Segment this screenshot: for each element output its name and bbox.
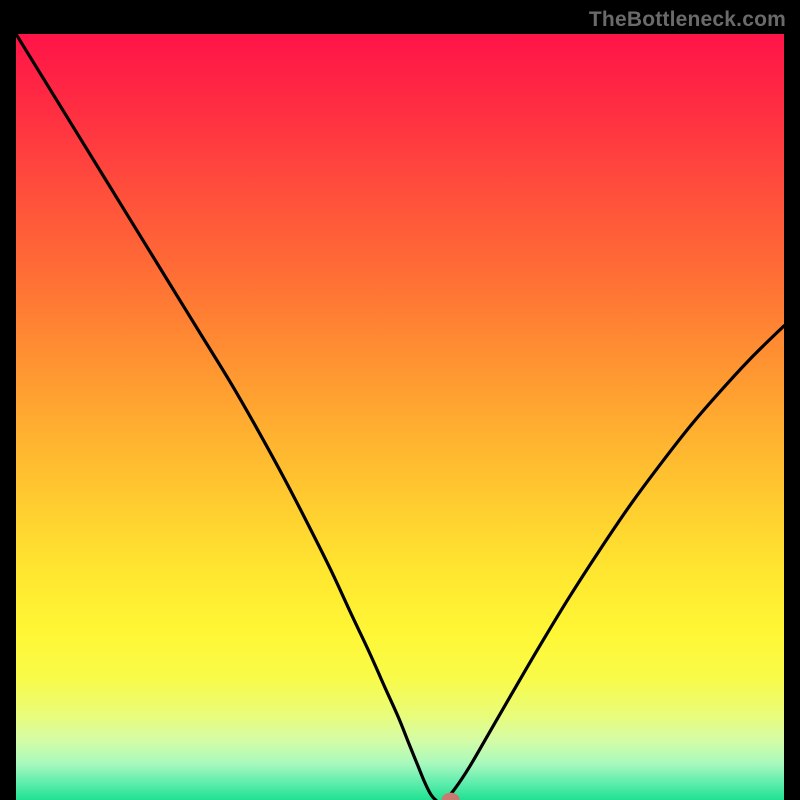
chart-plot-area xyxy=(16,34,784,794)
watermark-text: TheBottleneck.com xyxy=(589,8,786,32)
bottleneck-curve xyxy=(16,34,784,800)
minimum-marker xyxy=(442,793,460,800)
